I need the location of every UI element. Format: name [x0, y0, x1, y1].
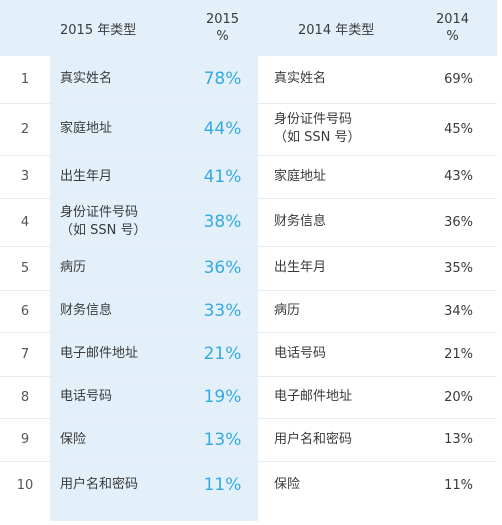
pct-2014-cell: 69%: [444, 71, 473, 87]
type-2014-cell: 财务信息: [258, 198, 408, 246]
type-2015-line: 真实姓名: [60, 71, 113, 87]
header-pct-2015-year: 2015: [205, 12, 240, 27]
rank-cell: 6: [20, 303, 30, 319]
rank-cell: 7: [20, 346, 30, 362]
pct-2014-cell: 11%: [444, 477, 473, 493]
type-2014-line: （如 SSN 号）: [274, 130, 361, 145]
header-pct-2014-year: 2014: [435, 12, 470, 27]
type-2014-cell: 家庭地址: [258, 155, 408, 198]
pct-2015-cell: 19%: [203, 387, 242, 407]
header-pct-2015-unit: %: [216, 29, 229, 44]
table-row: 7 电子邮件地址 21% 电话号码 21%: [0, 332, 497, 376]
header-pct-2014-unit: %: [446, 29, 459, 44]
pct-2015-cell: 11%: [203, 475, 242, 496]
type-2014-line: 出生年月: [274, 260, 327, 275]
header-pct-2015: 2015 %: [187, 0, 258, 56]
header-row: 2015 年类型 2015 % 2014 年类型 2014 %: [0, 0, 497, 56]
type-2014-line: 财务信息: [274, 214, 327, 229]
table-row: 1 真实姓名 78% 真实姓名 69%: [0, 56, 497, 103]
rank-cell: 10: [16, 477, 34, 493]
type-2014-cell: 电子邮件地址: [258, 376, 408, 418]
pct-2015-cell: 41%: [203, 166, 242, 187]
type-2015-line: 保险: [60, 431, 87, 447]
pct-2014-cell: 21%: [444, 346, 473, 362]
pct-2015-cell: 21%: [203, 344, 242, 364]
table-row: 5 病历 36% 出生年月 35%: [0, 246, 497, 290]
type-2015-line: 身份证件号码: [60, 205, 139, 220]
pct-2014-cell: 34%: [444, 303, 473, 319]
type-2015-cell: 身份证件号码 （如 SSN 号）: [50, 198, 187, 246]
type-2015-line: 病历: [60, 260, 87, 275]
type-2015-cell: 财务信息: [50, 290, 187, 332]
pct-2014-cell: 36%: [444, 214, 473, 230]
type-2014-cell: 用户名和密码: [258, 418, 408, 461]
type-2015-line: 出生年月: [60, 168, 113, 184]
type-2014-line: 病历: [274, 303, 301, 318]
type-2014-line: 电子邮件地址: [274, 389, 353, 404]
pct-2015-cell: 33%: [203, 301, 242, 321]
rank-cell: 9: [20, 432, 30, 447]
type-2015-cell: 电子邮件地址: [50, 332, 187, 376]
type-2015-cell: 真实姓名: [50, 56, 187, 103]
type-2015-line: 用户名和密码: [60, 477, 139, 493]
pct-2015-cell: 13%: [203, 429, 242, 450]
rank-cell: 8: [20, 389, 30, 405]
type-2015-line: 电话号码: [60, 389, 113, 404]
type-2015-cell: 病历: [50, 246, 187, 290]
type-2015-line: 电子邮件地址: [60, 346, 139, 361]
pct-2014-cell: 43%: [444, 169, 473, 184]
type-2014-cell: 保险: [258, 461, 408, 509]
pct-2014-cell: 35%: [444, 260, 473, 276]
pct-2015-cell: 36%: [203, 258, 242, 278]
table-row: 6 财务信息 33% 病历 34%: [0, 290, 497, 332]
type-2015-line: 家庭地址: [60, 121, 113, 136]
rank-cell: 3: [20, 169, 30, 184]
pct-2015-cell: 78%: [203, 69, 242, 90]
type-2014-cell: 电话号码: [258, 332, 408, 376]
header-type-2014: 2014 年类型: [298, 22, 375, 38]
type-2015-cell: 保险: [50, 418, 187, 461]
type-2014-line: 电话号码: [274, 346, 327, 361]
table-row: 4 身份证件号码 （如 SSN 号） 38% 财务信息 36%: [0, 198, 497, 246]
rank-cell: 5: [20, 260, 30, 276]
type-2014-line: 保险: [274, 477, 301, 493]
table-row: 3 出生年月 41% 家庭地址 43%: [0, 155, 497, 198]
table-row: 2 家庭地址 44% 身份证件号码 （如 SSN 号） 45%: [0, 103, 497, 155]
table-row: 8 电话号码 19% 电子邮件地址 20%: [0, 376, 497, 418]
header-type-2015: 2015 年类型: [60, 22, 137, 38]
pct-2014-cell: 45%: [444, 121, 473, 137]
table-row: 9 保险 13% 用户名和密码 13%: [0, 418, 497, 461]
highlight-column-background: [50, 0, 258, 521]
type-2014-line: 身份证件号码: [274, 112, 353, 127]
rank-cell: 4: [20, 214, 30, 230]
type-2015-line: （如 SSN 号）: [60, 223, 147, 238]
pct-2014-cell: 20%: [444, 389, 473, 405]
type-2015-line: 财务信息: [60, 303, 113, 318]
pct-2015-cell: 44%: [203, 119, 242, 139]
type-2014-cell: 身份证件号码 （如 SSN 号）: [258, 103, 408, 155]
type-2015-cell: 电话号码: [50, 376, 187, 418]
type-2014-line: 用户名和密码: [274, 431, 353, 447]
type-2015-cell: 家庭地址: [50, 103, 187, 155]
header-rank: [0, 0, 50, 56]
type-2015-cell: 用户名和密码: [50, 461, 187, 509]
header-pct-2014: 2014 %: [408, 0, 497, 56]
type-2014-line: 真实姓名: [274, 71, 327, 87]
type-2014-cell: 真实姓名: [258, 56, 408, 103]
pct-2014-cell: 13%: [444, 432, 473, 447]
type-2014-line: 家庭地址: [274, 168, 327, 184]
table-row: 10 用户名和密码 11% 保险 11%: [0, 461, 497, 509]
pct-2015-cell: 38%: [203, 212, 242, 232]
rank-cell: 1: [20, 71, 30, 87]
type-2014-cell: 出生年月: [258, 246, 408, 290]
data-breach-types-table: 2015 年类型 2015 % 2014 年类型 2014 % 1 真实姓名 78%…: [0, 0, 497, 509]
type-2014-cell: 病历: [258, 290, 408, 332]
type-2015-cell: 出生年月: [50, 155, 187, 198]
rank-cell: 2: [20, 121, 30, 137]
